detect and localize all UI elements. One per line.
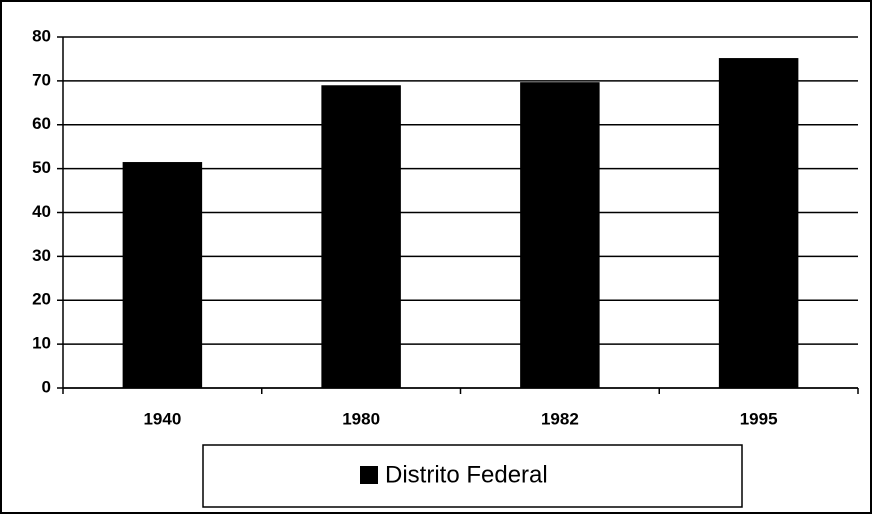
y-tick-label: 60	[32, 114, 51, 133]
y-tick-label: 10	[32, 334, 51, 353]
y-tick-label: 30	[32, 246, 51, 265]
bar	[718, 58, 799, 389]
x-tick-label: 1940	[143, 409, 181, 428]
x-tick-label: 1982	[541, 409, 579, 428]
y-tick-label: 50	[32, 158, 51, 177]
bar	[122, 162, 203, 388]
y-tick-label: 80	[32, 26, 51, 45]
legend-box	[202, 444, 743, 508]
y-tick-label: 40	[32, 202, 51, 221]
bar	[321, 85, 401, 388]
y-tick-label: 70	[32, 70, 51, 89]
bar	[520, 82, 600, 388]
y-tick-label: 0	[42, 377, 51, 396]
legend-swatch	[360, 466, 378, 484]
x-tick-label: 1980	[342, 409, 380, 428]
x-tick-label: 1995	[740, 409, 778, 428]
y-tick-label: 20	[32, 290, 51, 309]
legend-label: Distrito Federal	[385, 461, 548, 488]
